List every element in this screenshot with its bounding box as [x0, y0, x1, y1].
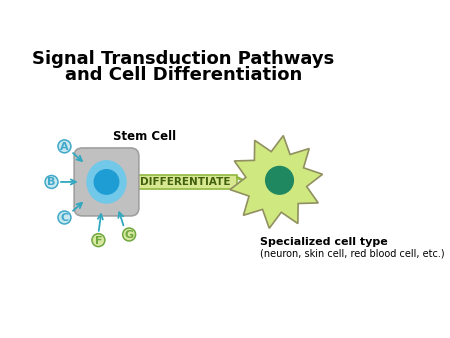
Circle shape	[58, 211, 71, 224]
Text: A: A	[60, 142, 69, 152]
Text: Stem Cell: Stem Cell	[113, 130, 176, 143]
FancyBboxPatch shape	[133, 175, 238, 189]
Polygon shape	[230, 136, 323, 228]
Text: DIFFERENTIATE: DIFFERENTIATE	[140, 177, 230, 187]
FancyBboxPatch shape	[74, 148, 139, 216]
Text: Signal Transduction Pathways: Signal Transduction Pathways	[32, 50, 334, 68]
Text: and Cell Differentiation: and Cell Differentiation	[65, 66, 302, 84]
Text: G: G	[125, 230, 134, 240]
Circle shape	[123, 228, 135, 241]
Circle shape	[92, 234, 105, 247]
Circle shape	[45, 175, 58, 188]
Text: B: B	[47, 177, 56, 187]
Ellipse shape	[86, 160, 127, 204]
Circle shape	[58, 140, 71, 153]
Circle shape	[94, 169, 119, 195]
Text: Specialized cell type: Specialized cell type	[260, 237, 388, 247]
Text: F: F	[94, 236, 102, 245]
Text: C: C	[60, 213, 68, 223]
Text: (neuron, skin cell, red blood cell, etc.): (neuron, skin cell, red blood cell, etc.…	[260, 248, 445, 258]
Circle shape	[265, 166, 294, 195]
